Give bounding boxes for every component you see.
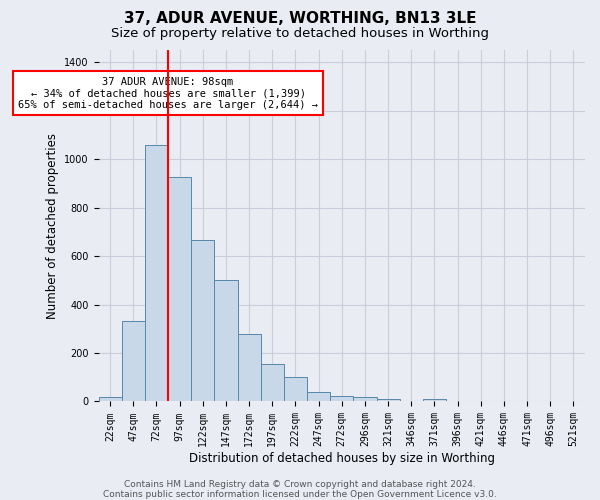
Bar [145,144,168,402]
Bar [238,334,261,402]
Bar [168,178,191,402]
Bar [307,392,330,402]
Bar [122,322,145,402]
Bar [98,397,122,402]
Bar [330,396,353,402]
Text: 37, ADUR AVENUE, WORTHING, BN13 3LE: 37, ADUR AVENUE, WORTHING, BN13 3LE [124,11,476,26]
Bar [423,399,446,402]
Text: 37 ADUR AVENUE: 98sqm
← 34% of detached houses are smaller (1,399)
65% of semi-d: 37 ADUR AVENUE: 98sqm ← 34% of detached … [18,76,318,110]
X-axis label: Distribution of detached houses by size in Worthing: Distribution of detached houses by size … [189,452,495,465]
Bar [261,364,284,402]
Text: Contains HM Land Registry data © Crown copyright and database right 2024.
Contai: Contains HM Land Registry data © Crown c… [103,480,497,499]
Bar [284,377,307,402]
Text: Size of property relative to detached houses in Worthing: Size of property relative to detached ho… [111,28,489,40]
Bar [191,240,214,402]
Y-axis label: Number of detached properties: Number of detached properties [46,132,59,318]
Bar [214,280,238,402]
Bar [377,398,400,402]
Bar [353,396,377,402]
